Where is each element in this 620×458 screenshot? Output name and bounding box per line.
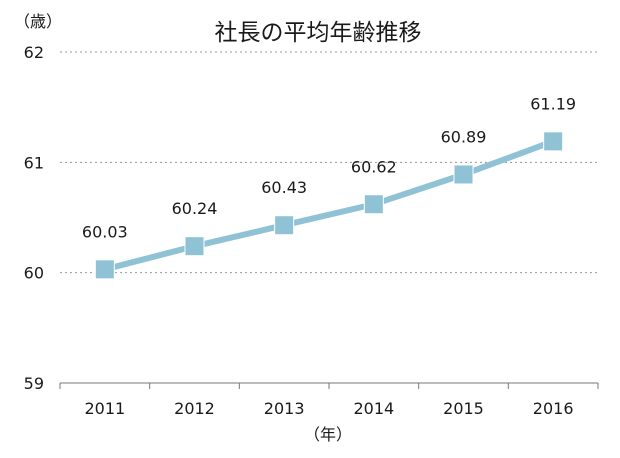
x-tick-label: 2016 [533, 399, 574, 418]
data-point-marker [363, 194, 384, 215]
grid-lines [60, 51, 598, 274]
axes: 59 60 61 62 2011 2012 2013 2014 2015 2016 [24, 43, 599, 418]
x-tick-label: 2014 [353, 399, 394, 418]
chart-title: 社長の平均年齢推移 [215, 20, 422, 46]
data-point-marker [94, 259, 115, 280]
data-label: 60.62 [351, 157, 397, 176]
data-label: 61.19 [530, 94, 576, 113]
x-tick-label: 2012 [174, 399, 215, 418]
y-tick-label: 60 [24, 264, 44, 283]
data-label: 60.03 [82, 222, 128, 241]
series-line [94, 131, 564, 280]
y-tick-label: 59 [24, 374, 44, 393]
x-tick-label: 2015 [443, 399, 484, 418]
x-axis-unit-label: （年） [304, 425, 352, 444]
data-label: 60.43 [261, 178, 307, 197]
data-point-marker [184, 236, 205, 257]
x-tick-label: 2013 [264, 399, 305, 418]
data-point-marker [274, 215, 295, 236]
y-axis-unit-label: （歳） [14, 12, 62, 31]
x-tick-label: 2011 [84, 399, 125, 418]
data-point-marker [543, 131, 564, 152]
data-label: 60.24 [172, 199, 218, 218]
data-labels: 60.03 60.24 60.43 60.62 60.89 61.19 [82, 94, 576, 241]
y-tick-label: 61 [24, 153, 44, 172]
y-tick-label: 62 [24, 43, 44, 62]
data-point-marker [453, 164, 474, 185]
data-label: 60.89 [441, 127, 487, 146]
series-polyline [101, 138, 557, 273]
